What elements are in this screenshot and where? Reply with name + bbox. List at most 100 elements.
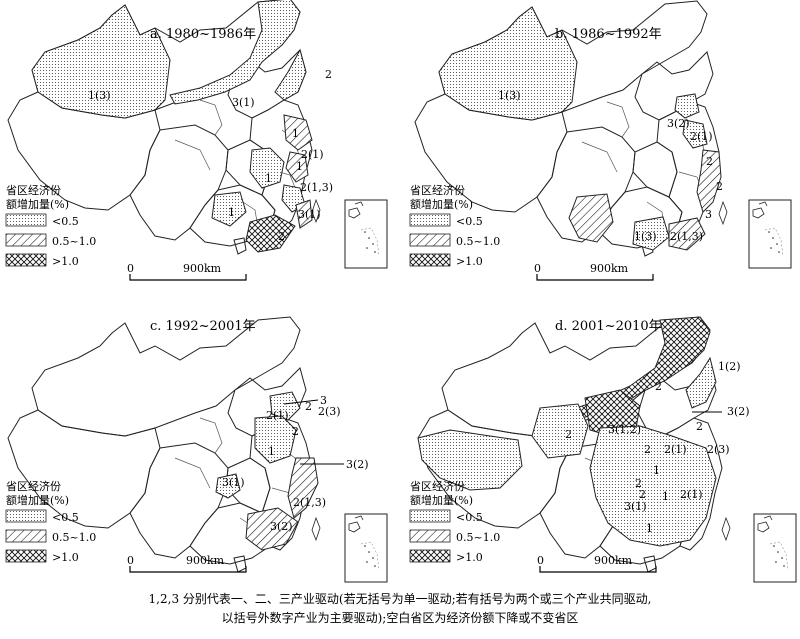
panel-d-title: d. 2001~2010年 [555,319,662,334]
region-label: 1(3) [634,230,657,243]
legend-title: 额增加量(%) [410,493,473,507]
panel-b-title: b. 1986~1992年 [555,27,662,42]
region-label: 2 [278,230,285,243]
legend-item-label: 0.5~1.0 [456,531,500,544]
legend-title: 额增加量(%) [410,197,473,211]
region-label: 3(1) [222,476,245,489]
region-label: 2 [706,155,713,168]
region-guangxi-dots [632,216,670,251]
legend-item-label: 0.5~1.0 [52,531,96,544]
region-label: 3(1) [624,500,647,513]
legend-item-label: 0.5~1.0 [456,235,500,248]
scale-zero: 0 [127,262,134,275]
region-label: 3 [705,208,712,221]
region-northeast-dots [274,48,307,101]
region-label: 1 [265,172,272,185]
region-beijing-dots [674,93,700,119]
legend-item-label: <0.5 [52,215,79,228]
region-label: 3(1,2) [608,423,641,436]
caption-line-2: 以括号外数字产业为主要驱动);空白省区为经济份额下降或不变省区 [221,611,579,625]
region-label: 3(1) [298,208,321,221]
region-label: 2(1) [301,148,324,161]
panel-b-map [414,0,792,269]
legend-item-label: >1.0 [456,551,483,564]
scale-zero: 0 [127,554,134,567]
region-label: 2(1) [664,443,687,456]
region-label: 2 [716,180,723,193]
region-label: 1 [646,522,653,535]
region-label: 1(3) [498,89,521,102]
panel-a-title: a. 1980~1986年 [150,27,256,42]
region-label: 1 [653,464,660,477]
region-qinghai-dots [531,403,589,459]
region-label: 2(1) [690,130,713,143]
scale-bar-d [539,566,657,573]
scale-distance: 900km [590,262,629,275]
panel-c-map [7,316,388,583]
legend-d [409,509,451,563]
legend-item-label: <0.5 [456,511,483,524]
region-label: 2(1) [266,409,289,422]
region-label: 1 [296,160,303,173]
leader-line [283,399,319,405]
region-xinjiang-dots [31,4,171,119]
legend-title: 省区经济份 [410,479,465,493]
legend-title: 省区经济份 [6,479,61,493]
scale-bar-c [129,566,247,573]
scale-zero: 0 [537,554,544,567]
region-label: 1(2) [718,360,741,373]
legend-item-label: >1.0 [52,255,79,268]
scale-distance: 900km [594,554,633,567]
region-label: 1 [228,206,235,219]
region-label: 2(3) [707,443,730,456]
region-sichuan-dots [211,191,247,227]
region-label: 1(3) [88,89,111,102]
region-jilin-dots [685,356,717,409]
legend-item-label: <0.5 [52,511,79,524]
region-guangdong-hatch [245,507,299,551]
legend-title: 省区经济份 [410,183,465,197]
region-label: 3(2) [667,117,690,130]
region-label: 2(1,3) [300,181,333,194]
region-north-dots [169,0,301,105]
legend-item-label: >1.0 [52,551,79,564]
region-hebei-dots [269,391,301,421]
caption-line-1: 1,2,3 分别代表一、二、三产业驱动(若无括号为单一驱动;若有括号为两个或三个… [148,592,652,606]
region-central-dots [254,415,297,464]
legend-item-label: <0.5 [456,215,483,228]
region-label: 3(2) [270,520,293,533]
region-shandong-hatch [283,114,313,151]
legend-c [5,509,47,563]
scale-distance: 900km [186,554,225,567]
region-label: 2 [635,477,642,490]
legend-item-label: 0.5~1.0 [52,235,96,248]
region-label: 3(1) [232,96,255,109]
scale-distance: 900km [183,262,222,275]
region-label: 2(1,3) [293,496,326,509]
region-xinjiang-dots [438,6,578,121]
region-henan-dots [249,147,285,189]
region-fujian-hatch [295,199,313,229]
region-label: 2(1,3) [670,230,703,243]
region-east-hatch [696,149,722,213]
panel-a-map [7,0,388,269]
region-guangdong-hatch [668,217,706,251]
legend-a [5,213,47,267]
region-xizang-dots [417,429,523,491]
region-hebei-dots [682,119,708,149]
region-label: 2 [305,400,312,413]
region-label: 3(2) [727,405,750,418]
legend-b [409,213,451,267]
legend-title: 省区经济份 [6,183,61,197]
region-label: 2 [325,68,332,81]
region-label: 2 [644,443,651,456]
region-jiangsu-hatch [285,151,309,183]
region-label: 3 [320,394,327,407]
region-east-hatch [287,457,319,519]
region-label: 2 [639,488,646,501]
legend-title: 额增加量(%) [6,493,69,507]
region-label: 2 [565,428,572,441]
legend-title: 额增加量(%) [6,197,69,211]
scale-zero: 0 [534,262,541,275]
scale-bar-b [536,274,654,281]
